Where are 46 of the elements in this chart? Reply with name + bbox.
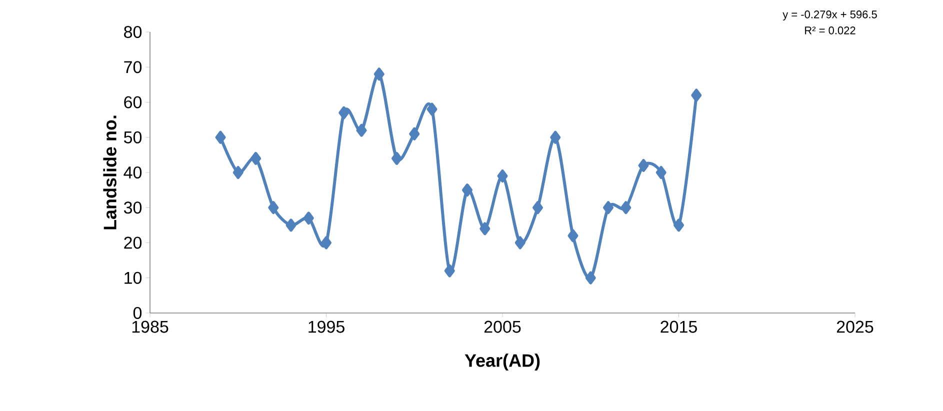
y-tick-label: 40 [124, 166, 142, 179]
point [568, 229, 578, 242]
point [232, 166, 244, 179]
point [426, 102, 438, 116]
x-tick-label: 2025 [836, 320, 874, 333]
point [550, 130, 561, 144]
point [250, 152, 262, 165]
point [321, 236, 332, 250]
x-axis-title: Year(AD) [464, 354, 540, 370]
text: y = -0.279x + 596.5 [782, 10, 877, 20]
point [603, 201, 614, 214]
x-tick-label: 2015 [660, 320, 697, 333]
y-tick-label: 50 [124, 131, 142, 144]
point [356, 124, 367, 137]
point [392, 152, 402, 165]
point [268, 201, 279, 214]
point [462, 184, 473, 197]
annotation: R² = 0.022 [805, 26, 856, 34]
point [674, 218, 684, 232]
point [497, 170, 508, 183]
y-tick-label: 70 [124, 61, 142, 74]
y-tick-label: 20 [124, 236, 142, 249]
point [532, 201, 544, 214]
point [409, 127, 420, 140]
point [215, 130, 226, 144]
point [444, 264, 455, 278]
y-tick-label: 10 [124, 272, 142, 284]
point [638, 158, 649, 172]
point [691, 88, 702, 102]
y-tick-label: 30 [124, 202, 142, 214]
x-tick-label: 1985 [132, 320, 168, 333]
point [374, 68, 384, 81]
x-tick-label: 1995 [308, 320, 344, 333]
point [620, 201, 632, 214]
y-tick-label: 0 [133, 306, 142, 320]
point [585, 271, 596, 284]
point [480, 222, 490, 236]
point [303, 212, 314, 225]
point [338, 106, 350, 120]
y-axis-title: Landslide no. [103, 116, 116, 230]
point [286, 218, 296, 232]
y-tick-label: 60 [124, 96, 142, 108]
point [656, 166, 666, 179]
x-tick-label: 2005 [484, 320, 521, 333]
y-tick-label: 80 [124, 26, 142, 38]
point [514, 236, 526, 250]
